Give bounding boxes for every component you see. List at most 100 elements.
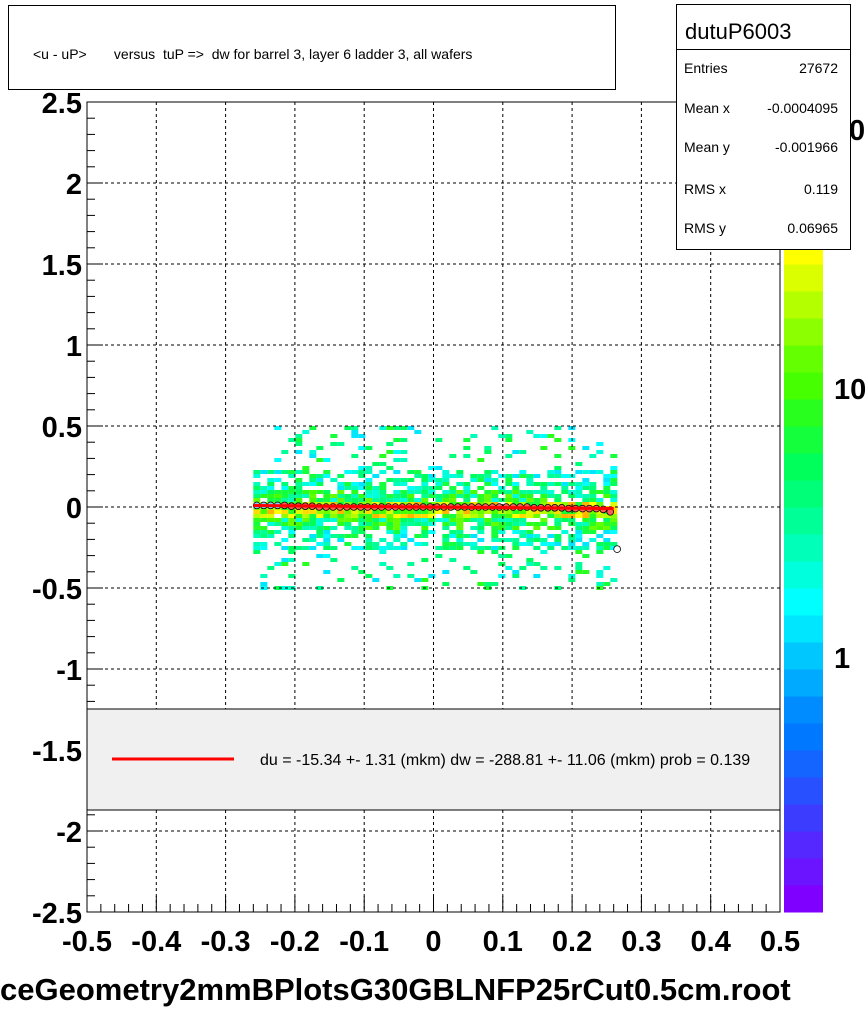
colorbar-tick-label: 1 xyxy=(834,643,850,675)
colorbar-segment xyxy=(784,777,823,805)
heatmap-cell xyxy=(449,498,457,502)
colorbar-segment xyxy=(784,696,823,724)
heatmap-cell xyxy=(295,486,303,490)
heatmap-cell xyxy=(575,530,583,534)
heatmap-cell xyxy=(421,558,429,562)
heatmap-cell xyxy=(337,522,345,526)
heatmap-cell xyxy=(470,478,478,482)
heatmap-cell xyxy=(491,538,499,542)
heatmap-cell xyxy=(288,530,296,534)
heatmap-cell xyxy=(526,490,534,494)
heatmap-cell xyxy=(323,490,331,494)
heatmap-cell xyxy=(477,514,485,518)
heatmap-cell xyxy=(463,486,471,490)
heatmap-cell xyxy=(512,514,520,518)
heatmap-cell xyxy=(302,466,310,470)
heatmap-cell xyxy=(582,478,590,482)
heatmap-cell xyxy=(295,450,303,454)
heatmap-cell xyxy=(372,522,380,526)
heatmap-cell xyxy=(456,510,464,514)
heatmap-cell xyxy=(575,502,583,506)
heatmap-cell xyxy=(547,526,555,530)
heatmap-cell xyxy=(260,470,268,474)
heatmap-cell xyxy=(302,562,310,566)
heatmap-cell xyxy=(400,542,408,546)
heatmap-cell xyxy=(358,546,366,550)
heatmap-cell xyxy=(505,554,513,558)
heatmap-cell xyxy=(407,494,415,498)
heatmap-cell xyxy=(337,514,345,518)
heatmap-cell xyxy=(575,522,583,526)
heatmap-cell xyxy=(533,490,541,494)
x-tick-label: 0.4 xyxy=(691,926,731,958)
heatmap-cell xyxy=(295,518,303,522)
heatmap-cell xyxy=(526,562,534,566)
heatmap-cell xyxy=(421,486,429,490)
heatmap-cell xyxy=(596,490,604,494)
heatmap-cell xyxy=(407,522,415,526)
heatmap-cell xyxy=(421,498,429,502)
heatmap-cell xyxy=(491,582,499,586)
heatmap-cell xyxy=(274,490,282,494)
colorbar-segment xyxy=(784,534,823,562)
heatmap-cell xyxy=(316,586,324,590)
heatmap-cell xyxy=(505,474,513,478)
heatmap-cell xyxy=(463,438,471,442)
heatmap-cell xyxy=(519,470,527,474)
heatmap-cell xyxy=(533,434,541,438)
heatmap-cell xyxy=(547,474,555,478)
heatmap-cell xyxy=(540,502,548,506)
heatmap-cell xyxy=(288,558,296,562)
heatmap-cell xyxy=(428,490,436,494)
heatmap-cell xyxy=(540,482,548,486)
heatmap-cell xyxy=(323,470,331,474)
heatmap-cell xyxy=(428,478,436,482)
heatmap-cell xyxy=(379,546,387,550)
heatmap-cell xyxy=(386,514,394,518)
heatmap-cell xyxy=(575,570,583,574)
heatmap-cell xyxy=(323,474,331,478)
heatmap-cell xyxy=(421,482,429,486)
heatmap-cell xyxy=(554,498,562,502)
heatmap-cell xyxy=(323,534,331,538)
heatmap-cell xyxy=(519,450,527,454)
heatmap-cell xyxy=(526,538,534,542)
heatmap-cell xyxy=(281,510,289,514)
heatmap-cell xyxy=(428,530,436,534)
heatmap-cell xyxy=(414,522,422,526)
colorbar-segment xyxy=(784,885,823,913)
heatmap-cell xyxy=(589,454,597,458)
heatmap-cell xyxy=(379,486,387,490)
heatmap-cell xyxy=(505,438,513,442)
stat-label: RMS y xyxy=(684,220,726,236)
heatmap-cell xyxy=(337,534,345,538)
heatmap-cell xyxy=(610,526,618,530)
heatmap-cell xyxy=(582,486,590,490)
heatmap-cell xyxy=(421,526,429,530)
heatmap-cell xyxy=(407,538,415,542)
heatmap-cell xyxy=(589,486,597,490)
heatmap-cell xyxy=(610,502,618,506)
heatmap-cell xyxy=(449,534,457,538)
heatmap-cell xyxy=(302,490,310,494)
heatmap-cell xyxy=(596,574,604,578)
heatmap-cell xyxy=(288,526,296,530)
heatmap-cell xyxy=(491,550,499,554)
heatmap-cell xyxy=(491,482,499,486)
heatmap-cell xyxy=(379,538,387,542)
heatmap-cell xyxy=(519,566,527,570)
heatmap-cell xyxy=(596,570,604,574)
heatmap-cell xyxy=(582,502,590,506)
heatmap-cell xyxy=(330,498,338,502)
heatmap-cell xyxy=(484,502,492,506)
heatmap-cell xyxy=(400,450,408,454)
colorbar-segment xyxy=(784,750,823,778)
heatmap-cell xyxy=(421,474,429,478)
heatmap-cell xyxy=(589,530,597,534)
heatmap-cell xyxy=(456,530,464,534)
heatmap-cell xyxy=(575,538,583,542)
heatmap-cell xyxy=(358,466,366,470)
heatmap-cell xyxy=(414,542,422,546)
heatmap-cell xyxy=(477,486,485,490)
